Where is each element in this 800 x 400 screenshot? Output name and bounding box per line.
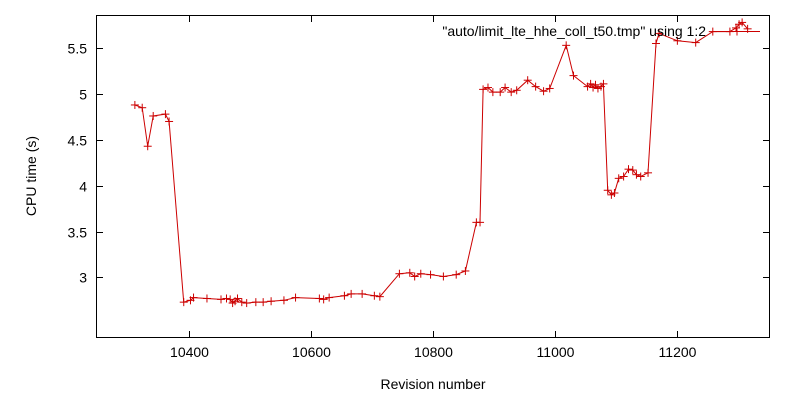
data-point — [279, 296, 288, 305]
data-point — [644, 168, 653, 177]
x-tick-label: 10600 — [292, 344, 331, 360]
data-point — [523, 76, 532, 85]
y-tick-label: 4 — [79, 179, 87, 195]
x-tick-label: 11000 — [537, 344, 575, 360]
data-point — [165, 117, 174, 126]
data-point — [319, 295, 328, 304]
data-point — [237, 298, 246, 307]
data-point — [179, 298, 188, 307]
data-point — [599, 79, 608, 88]
data-point — [691, 38, 700, 47]
data-point — [614, 174, 623, 183]
plot-frame — [96, 15, 770, 338]
legend-label: "auto/limit_lte_hhe_coll_t50.tmp" using … — [442, 23, 706, 39]
data-point — [202, 294, 211, 303]
data-point — [375, 292, 384, 301]
y-axis-ticks: 3 3.5 4 4.5 5 5.5 — [68, 41, 769, 286]
data-point — [461, 266, 470, 275]
data-point — [501, 83, 510, 92]
data-point — [545, 84, 554, 93]
series-group — [130, 18, 752, 308]
y-tick-label: 3 — [79, 270, 87, 286]
y-axis-label: CPU time (s) — [23, 136, 39, 216]
data-point — [624, 165, 633, 174]
data-point — [496, 88, 505, 97]
data-point — [143, 142, 152, 151]
data-point — [291, 293, 300, 302]
data-point — [603, 186, 612, 195]
data-point — [395, 269, 404, 278]
data-point — [149, 111, 158, 120]
y-tick-label: 4.5 — [68, 133, 88, 149]
data-point — [539, 87, 548, 96]
x-tick-label: 10800 — [414, 344, 453, 360]
data-point — [476, 218, 485, 227]
data-point — [479, 85, 488, 94]
data-point — [358, 289, 367, 298]
data-point — [325, 293, 334, 302]
data-point — [488, 88, 497, 97]
data-point — [233, 294, 242, 303]
y-tick-label: 3.5 — [68, 225, 88, 241]
legend: "auto/limit_lte_hhe_coll_t50.tmp" using … — [442, 23, 760, 39]
data-point — [569, 71, 578, 80]
series-line — [134, 21, 748, 304]
data-point — [222, 294, 231, 303]
x-axis-label: Revision number — [380, 376, 485, 392]
data-point — [138, 103, 147, 112]
data-point — [315, 294, 324, 303]
x-tick-label: 10400 — [170, 344, 209, 360]
data-point — [562, 41, 571, 50]
data-point — [452, 270, 461, 279]
data-point — [673, 36, 682, 45]
data-point — [628, 166, 637, 175]
data-point — [483, 83, 492, 92]
data-point — [619, 172, 628, 181]
x-axis-ticks: 10400 10600 10800 11000 11200 — [170, 16, 697, 360]
data-point — [632, 170, 641, 179]
data-point — [416, 269, 425, 278]
data-point — [531, 82, 540, 91]
data-point — [738, 18, 747, 27]
x-tick-label: 11200 — [659, 344, 697, 360]
data-point — [439, 272, 448, 281]
data-point — [370, 291, 379, 300]
legend-sample-marker — [733, 27, 741, 36]
data-point — [655, 29, 664, 38]
data-point — [267, 297, 276, 306]
data-point — [340, 291, 349, 300]
data-point — [610, 189, 619, 198]
y-tick-label: 5.5 — [68, 41, 88, 57]
data-point — [251, 298, 260, 307]
data-point — [636, 172, 645, 181]
data-point — [189, 293, 198, 302]
data-point — [217, 295, 226, 304]
data-point — [242, 299, 251, 308]
data-point — [161, 110, 170, 119]
y-tick-label: 5 — [79, 87, 87, 103]
data-point — [426, 270, 435, 279]
data-point — [259, 298, 268, 307]
data-point — [405, 268, 414, 277]
data-point — [512, 86, 521, 95]
data-point — [507, 88, 516, 97]
data-point — [130, 100, 139, 109]
data-point — [651, 39, 660, 48]
data-point — [347, 289, 356, 298]
data-point — [410, 272, 419, 281]
